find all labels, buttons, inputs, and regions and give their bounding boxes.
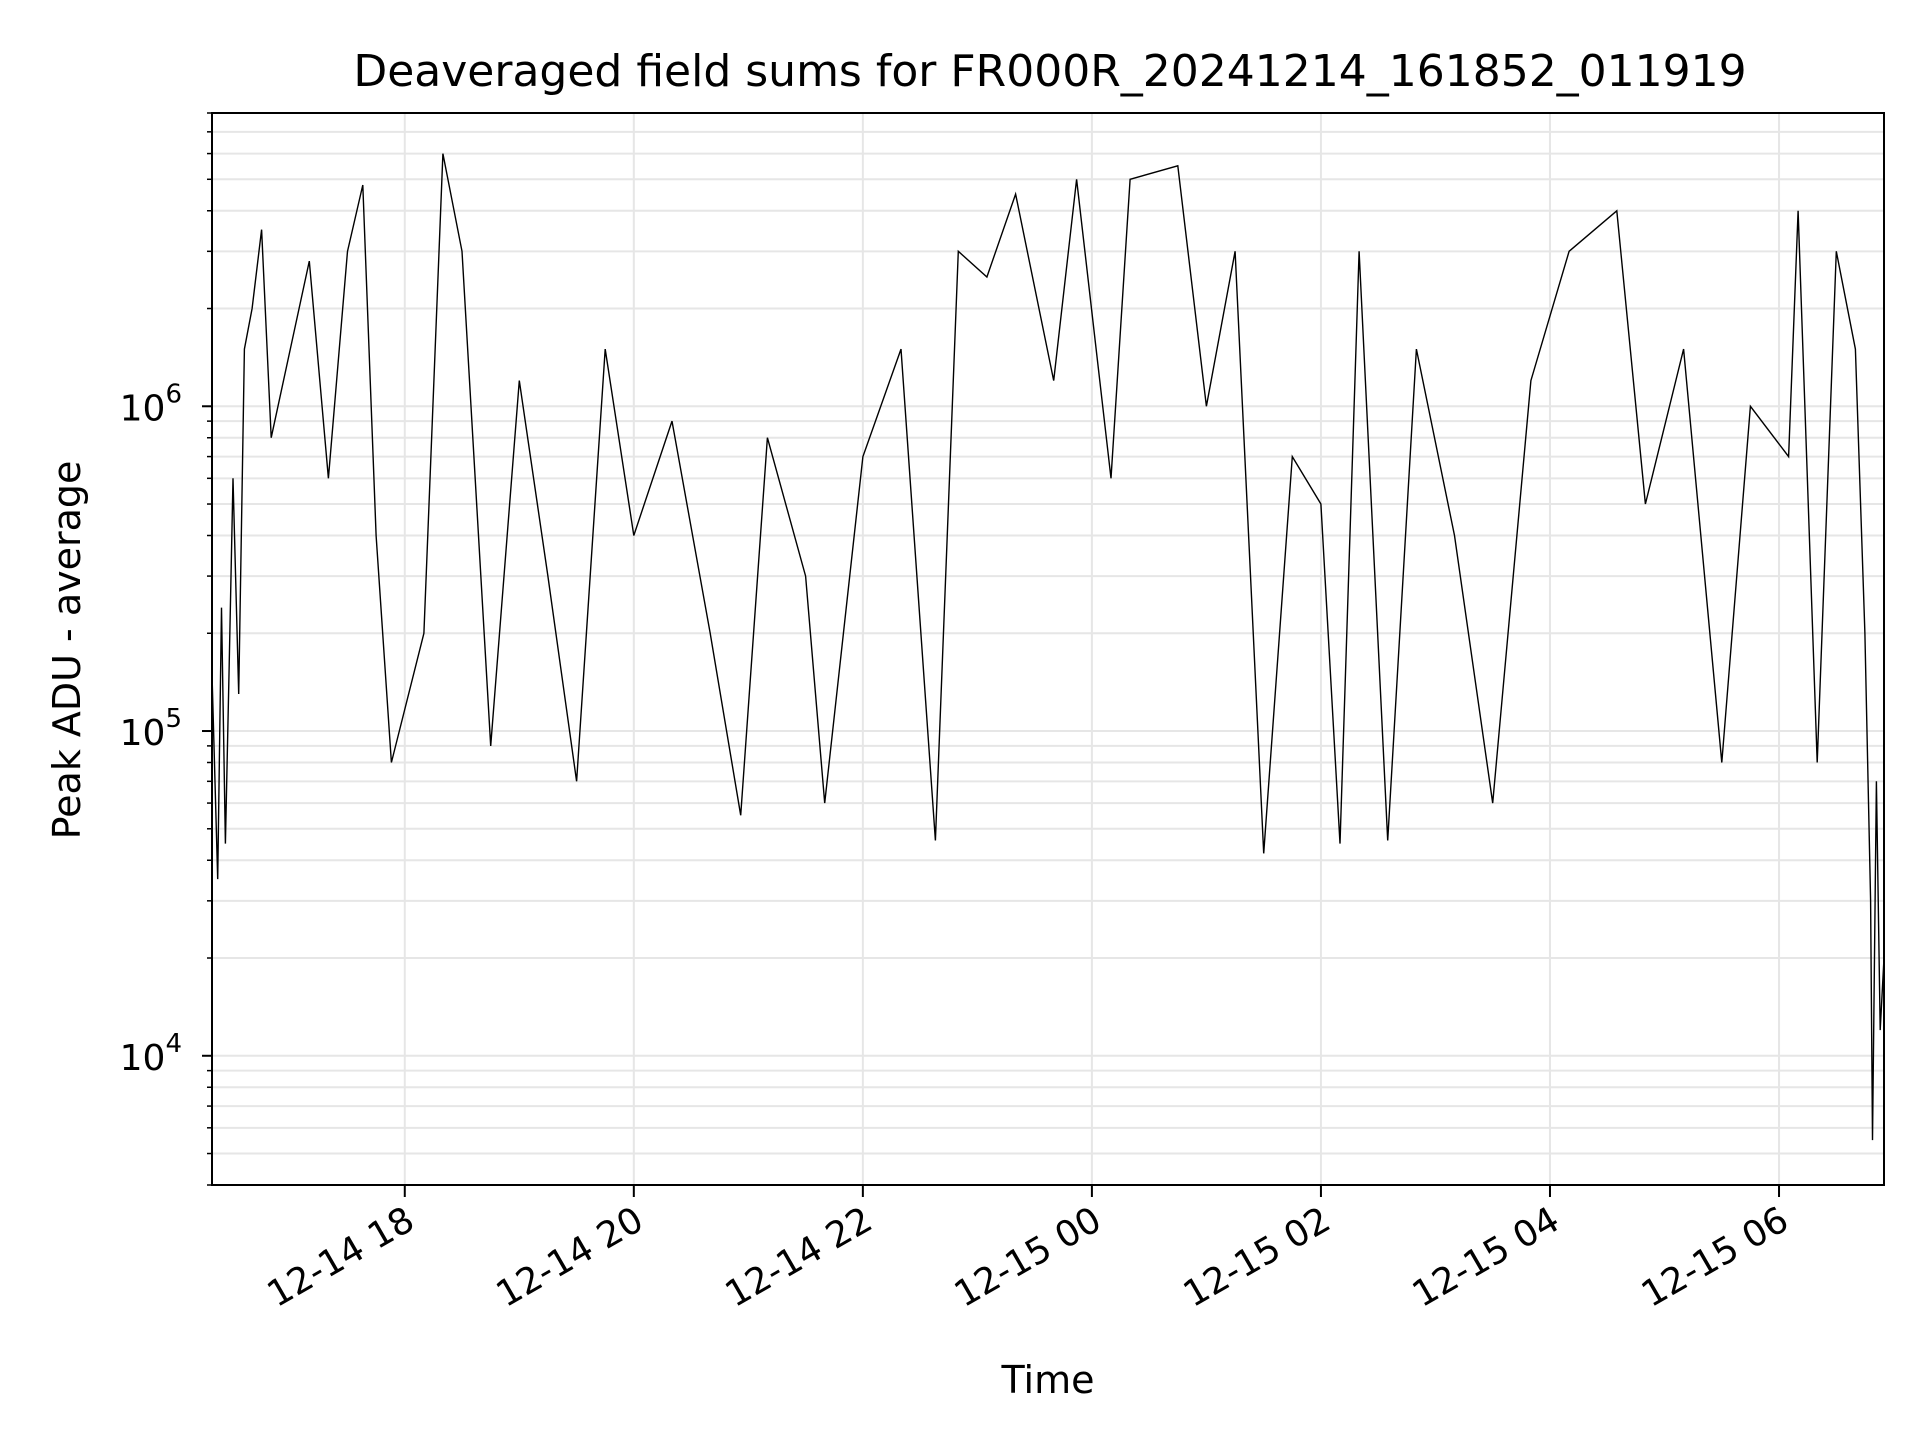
x-tick-label: 12-15 00 [948, 1199, 1109, 1315]
y-tick-exponent: 4 [165, 1029, 182, 1059]
x-tick-label: 12-15 02 [1177, 1199, 1338, 1315]
grid [212, 112, 1884, 1186]
x-tick-label: 12-14 22 [719, 1199, 880, 1315]
y-axis-label: Peak ADU - average [45, 461, 89, 840]
y-tick-exponent: 5 [165, 704, 182, 734]
x-axis: 12-14 18 12-14 20 12-14 22 12-15 00 12-15 02… [261, 1185, 1796, 1316]
x-tick-label: 12-14 20 [490, 1199, 651, 1315]
y-tick-base: 10 [120, 388, 166, 429]
y-tick-label: 104 [120, 1029, 182, 1079]
plot-frame [211, 112, 1885, 1186]
x-tick-label: 12-14 18 [261, 1199, 422, 1315]
series-line [211, 153, 1885, 1141]
x-axis-label: Time [1001, 1358, 1095, 1402]
y-tick-label: 105 [120, 704, 182, 754]
y-tick-label: 106 [120, 379, 182, 429]
y-tick-base: 10 [120, 713, 166, 754]
y-tick-exponent: 6 [165, 379, 182, 409]
plot-area [211, 112, 1885, 1186]
chart-title: Deaveraged field sums for FR000R_2024121… [353, 46, 1746, 97]
x-tick-label: 12-15 04 [1406, 1199, 1567, 1315]
y-tick-base: 10 [120, 1038, 166, 1079]
x-tick-label: 12-15 06 [1635, 1199, 1796, 1315]
data-series [211, 153, 1885, 1141]
